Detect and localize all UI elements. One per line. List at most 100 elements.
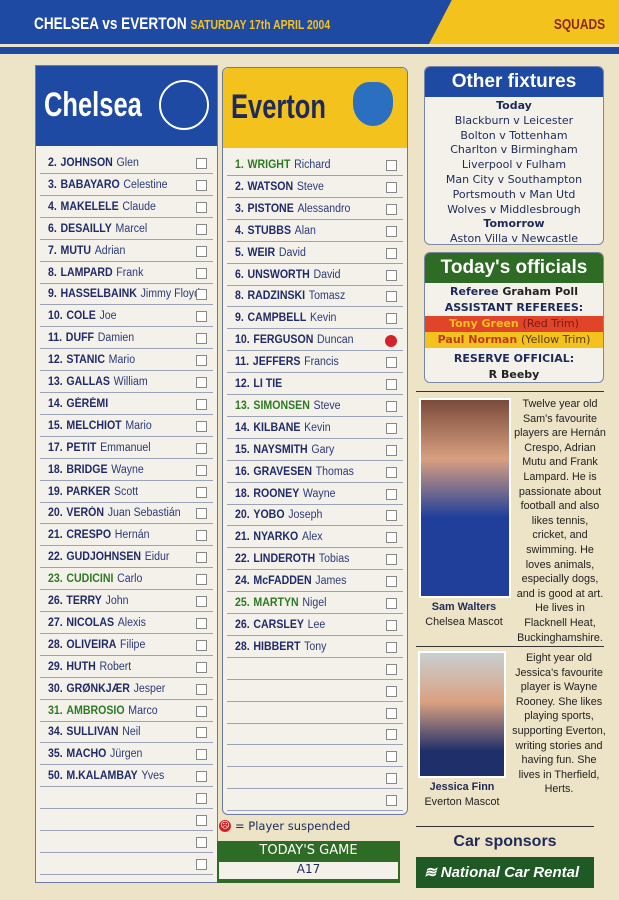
player-checkbox[interactable]: [196, 771, 207, 783]
player-checkbox[interactable]: [196, 815, 207, 826]
player-checkbox[interactable]: [196, 596, 207, 607]
player-firstname: David: [313, 268, 341, 281]
player-firstname: Damien: [97, 332, 135, 345]
player-number: 14.: [235, 421, 250, 434]
player-checkbox[interactable]: [386, 225, 397, 237]
player-checkbox[interactable]: [196, 749, 207, 761]
player-number: 28.: [235, 640, 250, 653]
player-checkbox[interactable]: [386, 795, 397, 807]
player-row: 9. HASSELBAINK Jimmy Floyd: [40, 285, 213, 306]
player-checkbox[interactable]: [386, 160, 397, 171]
player-checkbox[interactable]: [196, 311, 207, 323]
player-number: 24.: [235, 575, 250, 588]
player-checkbox[interactable]: [196, 552, 207, 564]
player-firstname: Marco: [128, 704, 158, 717]
player-checkbox[interactable]: [386, 203, 397, 215]
player-checkbox[interactable]: [196, 442, 207, 454]
player-checkbox[interactable]: [196, 158, 207, 169]
player-checkbox[interactable]: [386, 181, 397, 193]
player-checkbox[interactable]: [196, 727, 207, 739]
player-firstname: Neil: [122, 726, 141, 739]
player-checkbox[interactable]: [386, 554, 397, 566]
everton-squad: Everton 1. WRIGHT Richard 2. WATSON Steve 3. PI…: [222, 67, 408, 815]
player-row: 17. PETIT Emmanuel: [40, 439, 213, 459]
player-firstname: Carlo: [117, 573, 143, 586]
player-checkbox[interactable]: [196, 639, 207, 651]
player-checkbox[interactable]: [196, 617, 207, 629]
player-checkbox[interactable]: [196, 223, 207, 235]
player-number: 26.: [235, 618, 250, 631]
player-checkbox[interactable]: [386, 751, 397, 763]
player-checkbox[interactable]: [196, 355, 207, 367]
player-checkbox[interactable]: [386, 510, 397, 522]
player-row: 12. STANIC Mario: [40, 351, 213, 372]
player-number: 2.: [48, 157, 57, 169]
player-checkbox[interactable]: [196, 267, 207, 279]
player-checkbox[interactable]: [386, 379, 397, 390]
player-checkbox[interactable]: [196, 574, 207, 586]
player-checkbox[interactable]: [386, 400, 397, 412]
player-surname: MELCHIOT: [66, 419, 122, 432]
player-firstname: Mario: [125, 419, 152, 432]
player-checkbox[interactable]: [386, 313, 397, 325]
player-surname: VERÓN: [66, 507, 105, 520]
todays-game-value: A17: [219, 862, 398, 879]
player-checkbox[interactable]: [386, 291, 397, 303]
player-checkbox[interactable]: [386, 619, 397, 631]
player-number: 7.: [48, 244, 57, 257]
player-checkbox[interactable]: [386, 707, 397, 719]
player-checkbox[interactable]: [386, 598, 397, 609]
player-number: 13.: [48, 376, 63, 388]
player-checkbox[interactable]: [386, 247, 397, 259]
player-row: 4. MAKELELE Claude: [40, 198, 213, 218]
player-checkbox[interactable]: [196, 398, 207, 410]
player-checkbox[interactable]: [196, 705, 207, 717]
player-checkbox[interactable]: [196, 683, 207, 695]
player-checkbox[interactable]: [196, 289, 207, 301]
player-row: 24. McFADDEN James: [227, 572, 403, 593]
fixture-item: Man City v Southampton: [445, 172, 583, 186]
player-checkbox[interactable]: [196, 661, 207, 673]
player-checkbox[interactable]: [386, 422, 397, 434]
player-checkbox[interactable]: [386, 444, 397, 456]
player-checkbox[interactable]: [386, 488, 397, 500]
player-row: 8. RADZINSKI Tomasz: [227, 287, 403, 308]
player-checkbox[interactable]: [386, 576, 397, 588]
player-checkbox[interactable]: [196, 508, 207, 520]
player-checkbox[interactable]: [196, 464, 207, 476]
player-checkbox[interactable]: [196, 420, 207, 432]
player-checkbox[interactable]: [386, 729, 397, 741]
player-checkbox[interactable]: [386, 269, 397, 281]
player-checkbox[interactable]: [196, 793, 207, 805]
player-checkbox[interactable]: [196, 486, 207, 498]
player-firstname: Yves: [141, 770, 165, 783]
player-checkbox[interactable]: [386, 357, 397, 369]
player-checkbox[interactable]: [196, 530, 207, 542]
player-checkbox[interactable]: [196, 245, 207, 257]
player-checkbox[interactable]: [386, 466, 397, 478]
player-row: 21. CRESPO Hernán: [40, 526, 213, 547]
player-row: 31. AMBROSIO Marco: [40, 702, 213, 722]
player-checkbox[interactable]: [196, 836, 207, 848]
player-checkbox[interactable]: [386, 532, 397, 544]
assistant-2-trim: (Yellow Trim): [521, 333, 591, 346]
player-surname: NAYSMITH: [253, 443, 308, 456]
player-firstname: Alex: [301, 531, 323, 544]
player-row: 18. ROONEY Wayne: [227, 485, 403, 505]
player-checkbox[interactable]: [196, 179, 207, 191]
player-checkbox[interactable]: [196, 333, 207, 345]
player-firstname: Mario: [108, 354, 136, 367]
player-checkbox[interactable]: [386, 641, 397, 653]
player-checkbox[interactable]: [386, 685, 397, 697]
sad-face-icon: ☹: [219, 820, 231, 832]
player-checkbox[interactable]: [196, 858, 207, 870]
player-firstname: Steve: [313, 399, 341, 412]
empty-row: [227, 660, 403, 680]
player-checkbox[interactable]: [196, 201, 207, 213]
player-checkbox[interactable]: [386, 663, 397, 675]
player-surname: GRAVESEN: [253, 465, 313, 478]
player-checkbox[interactable]: [196, 377, 207, 388]
player-row: 13. SIMONSEN Steve: [227, 397, 403, 417]
player-checkbox[interactable]: [386, 773, 397, 785]
player-surname: M.KALAMBAY: [66, 770, 138, 783]
